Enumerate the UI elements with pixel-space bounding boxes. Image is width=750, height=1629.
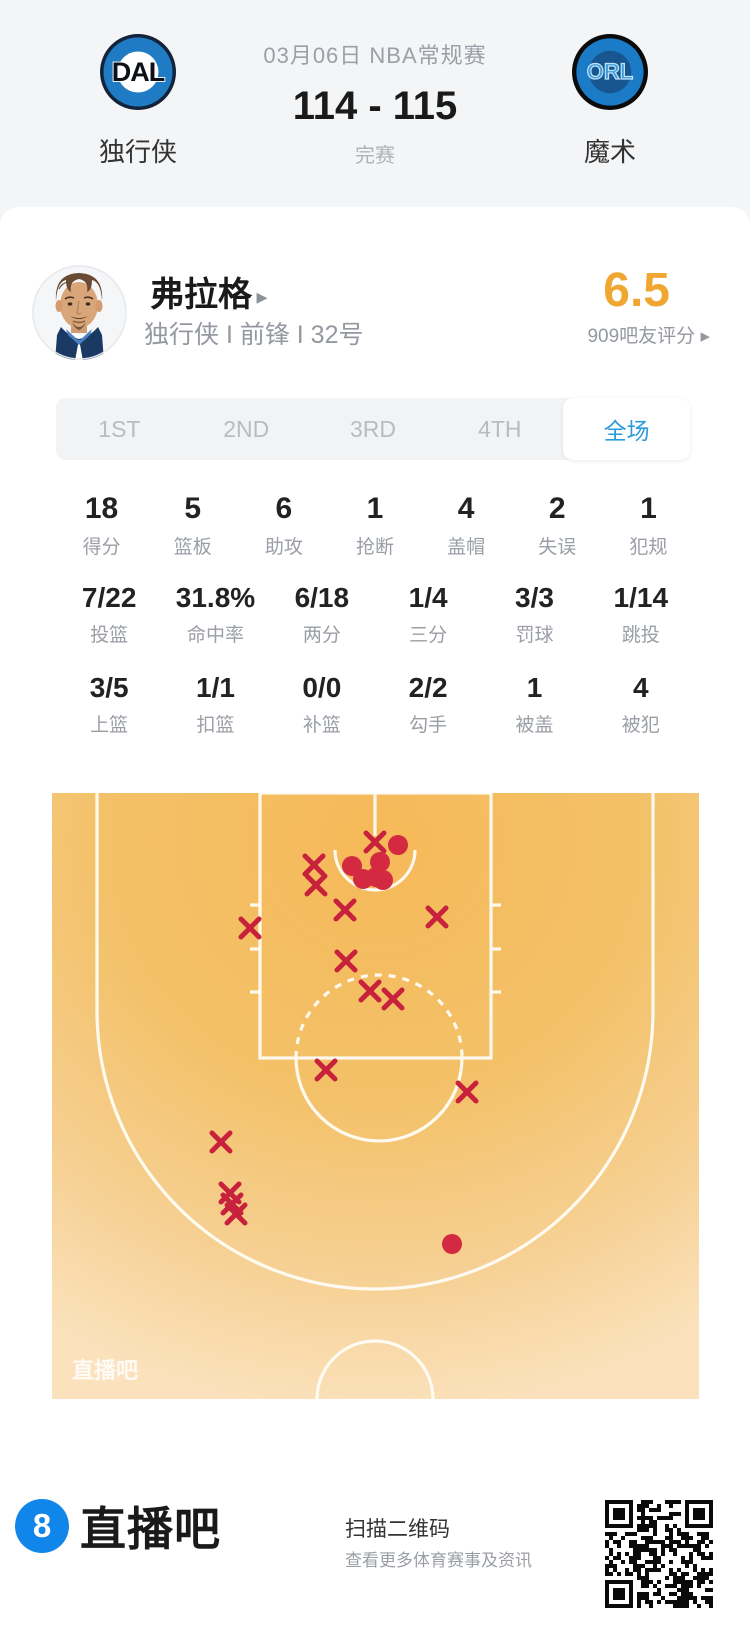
svg-text:直播吧: 直播吧 [72, 1358, 138, 1383]
svg-text:8: 8 [33, 1507, 51, 1544]
